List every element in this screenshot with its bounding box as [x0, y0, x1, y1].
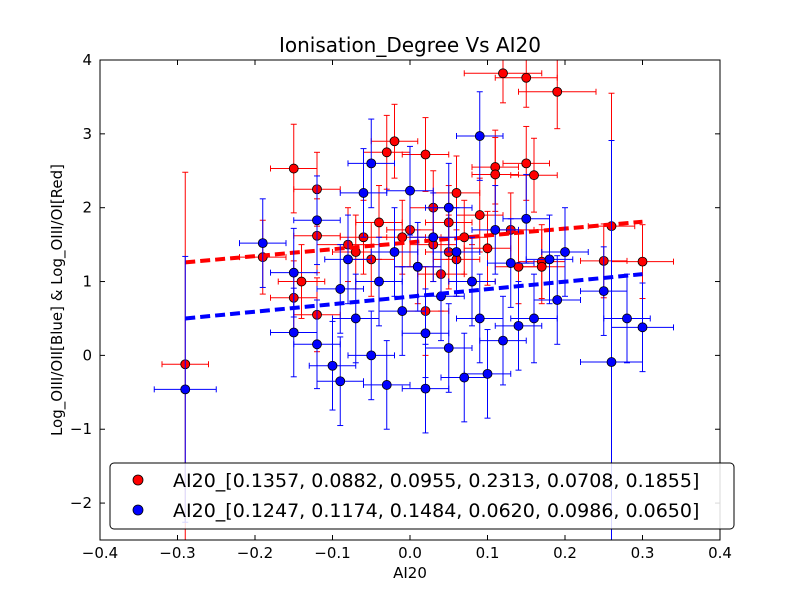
data-point-blue	[490, 224, 501, 235]
fit-line-red	[185, 219, 643, 265]
data-point-blue	[420, 383, 431, 394]
fit-line-blue	[185, 272, 643, 321]
x-axis-label: AI20	[393, 564, 427, 582]
x-tick-label: 0.4	[708, 544, 732, 562]
x-tick-label: −0.2	[237, 544, 273, 562]
data-point-red	[420, 149, 431, 160]
data-point-red	[389, 136, 400, 147]
y-tick-label: 2	[82, 199, 92, 217]
data-point-red	[536, 261, 547, 272]
series-blue	[153, 91, 674, 540]
data-point-blue	[474, 313, 485, 324]
legend-label-blue: AI20_[0.1247, 0.1174, 0.1484, 0.0620, 0.…	[173, 500, 699, 522]
x-tick-label: 0.1	[476, 544, 500, 562]
y-tick-label: 0	[82, 346, 92, 364]
data-point-blue	[467, 276, 477, 287]
legend-label-red: AI20_[0.1357, 0.0882, 0.0955, 0.2313, 0.…	[173, 470, 699, 492]
y-axis-label: Log_OIII/OII[Blue] & Log_OIII/OI[Red]	[48, 164, 67, 436]
y-tick-label: 3	[82, 125, 92, 143]
data-point-blue	[443, 343, 454, 353]
data-point-blue	[482, 368, 493, 379]
data-point-blue	[312, 339, 322, 350]
data-point-blue	[343, 254, 353, 265]
data-point-red	[381, 147, 392, 158]
y-axis: −2 −1 0 1 2 3 4	[70, 51, 720, 512]
data-point-blue	[257, 238, 268, 249]
data-point-red	[521, 158, 532, 169]
x-tick-label: −0.4	[82, 544, 118, 562]
data-point-blue	[521, 213, 532, 224]
data-point-red	[490, 169, 501, 180]
data-point-blue	[405, 185, 415, 196]
data-point-red	[552, 86, 563, 97]
data-point-blue	[389, 247, 400, 257]
data-point-blue	[622, 313, 632, 324]
data-point-red	[482, 243, 493, 254]
y-tick-label: 4	[82, 51, 92, 69]
x-tick-label: 0.3	[631, 544, 655, 562]
data-point-blue	[412, 261, 423, 272]
data-point-red	[296, 276, 307, 287]
data-point-blue	[529, 313, 539, 324]
data-point-red	[451, 188, 462, 198]
y-tick-label: −1	[70, 420, 92, 438]
data-point-blue	[327, 360, 338, 371]
data-point-blue	[335, 284, 346, 294]
data-point-blue	[420, 328, 431, 339]
data-point-blue	[335, 376, 346, 387]
legend-box	[109, 462, 735, 530]
plot-area	[153, 60, 674, 540]
data-point-blue	[459, 372, 470, 383]
data-point-blue	[366, 350, 377, 361]
data-point-blue	[381, 380, 392, 390]
x-tick-label: −0.1	[314, 544, 350, 562]
data-point-blue	[366, 158, 377, 169]
data-point-blue	[288, 327, 299, 338]
x-tick-label: 0.0	[398, 544, 422, 562]
data-point-red	[513, 261, 524, 272]
data-point-blue	[180, 384, 191, 395]
data-point-red	[288, 163, 299, 174]
data-point-red	[498, 68, 508, 79]
legend-marker-blue	[132, 504, 144, 516]
data-point-blue	[397, 306, 408, 316]
data-point-red	[521, 72, 532, 83]
x-tick-label: −0.3	[159, 544, 195, 562]
legend: AI20_[0.1357, 0.0882, 0.0955, 0.2313, 0.…	[109, 462, 735, 530]
y-tick-label: 1	[82, 273, 92, 291]
data-point-blue	[637, 322, 648, 333]
data-point-blue	[560, 247, 570, 257]
data-point-blue	[544, 254, 555, 265]
data-point-red	[637, 256, 648, 267]
y-tick-label: −2	[70, 494, 92, 512]
data-point-blue	[312, 215, 322, 226]
legend-marker-red	[132, 474, 144, 486]
data-point-blue	[428, 232, 439, 243]
data-point-red	[529, 170, 539, 181]
data-point-blue	[288, 267, 299, 278]
data-point-blue	[513, 320, 524, 331]
data-point-red	[474, 210, 485, 220]
data-point-blue	[374, 276, 384, 287]
data-point-blue	[451, 247, 462, 257]
plot-background	[100, 60, 720, 540]
data-point-blue	[474, 131, 485, 141]
x-axis: −0.4 −0.3 −0.2 −0.1 0.0 0.1 0.2 0.3 0.4	[82, 60, 732, 562]
data-point-blue	[358, 188, 369, 198]
x-tick-label: 0.2	[553, 544, 577, 562]
data-point-blue	[350, 313, 361, 324]
data-point-red	[374, 217, 384, 228]
chart-title: Ionisation_Degree Vs AI20	[279, 33, 541, 57]
data-point-blue	[552, 295, 563, 305]
data-point-blue	[606, 357, 617, 367]
data-point-red	[397, 232, 408, 243]
data-point-blue	[505, 258, 516, 268]
data-point-blue	[598, 286, 609, 297]
data-point-blue	[443, 202, 454, 213]
data-point-blue	[498, 335, 508, 346]
